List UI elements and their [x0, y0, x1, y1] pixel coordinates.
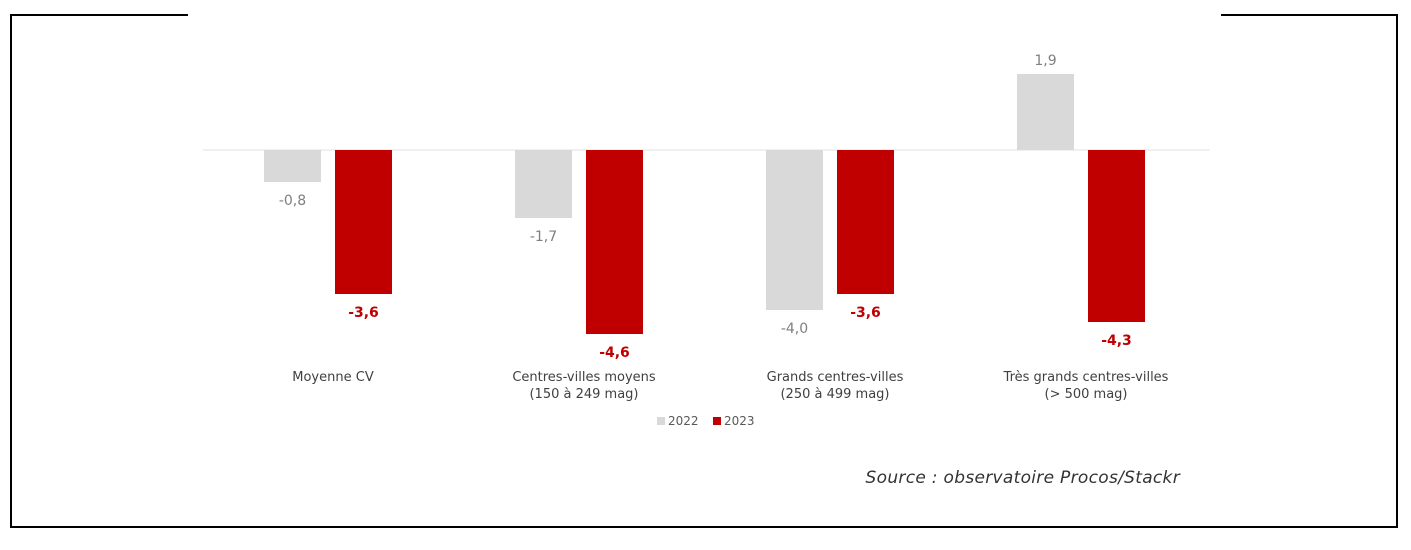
data-label-2022-2: -4,0 — [781, 321, 808, 337]
category-label-0-line-0: Moyenne CV — [292, 370, 374, 385]
bar-2022-1 — [515, 150, 572, 218]
bar-2023-0 — [335, 150, 392, 294]
category-label-1-line-1: (150 à 249 mag) — [529, 387, 638, 402]
frame-top-border-right — [1221, 14, 1398, 16]
category-label-3-line-0: Très grands centres-villes — [1003, 370, 1169, 385]
legend-label-2022: 2022 — [668, 414, 699, 428]
bar-2022-0 — [264, 150, 321, 182]
category-label-2-line-0: Grands centres-villes — [767, 370, 904, 385]
bar-2022-2 — [766, 150, 823, 310]
data-label-2023-1: -4,6 — [599, 345, 630, 361]
source-note: Source : observatoire Procos/Stackr — [865, 468, 1180, 488]
chart-frame — [10, 14, 1398, 528]
category-label-2-line-1: (250 à 499 mag) — [780, 387, 889, 402]
legend-swatch-2022 — [657, 417, 665, 425]
category-label-3-line-1: (> 500 mag) — [1045, 387, 1128, 402]
frame-top-border-left — [10, 14, 188, 16]
bar-2023-2 — [837, 150, 894, 294]
data-label-2023-2: -3,6 — [850, 305, 881, 321]
bar-2023-3 — [1088, 150, 1145, 322]
data-label-2022-0: -0,8 — [279, 193, 306, 209]
bar-2023-1 — [586, 150, 643, 334]
data-label-2023-3: -4,3 — [1101, 333, 1132, 349]
data-label-2022-3: 1,9 — [1034, 53, 1056, 69]
legend-swatch-2023 — [713, 417, 721, 425]
data-label-2022-1: -1,7 — [530, 229, 557, 245]
category-label-1-line-0: Centres-villes moyens — [512, 370, 656, 385]
legend-label-2023: 2023 — [724, 414, 755, 428]
data-label-2023-0: -3,6 — [348, 305, 379, 321]
bar-2022-3 — [1017, 74, 1074, 150]
